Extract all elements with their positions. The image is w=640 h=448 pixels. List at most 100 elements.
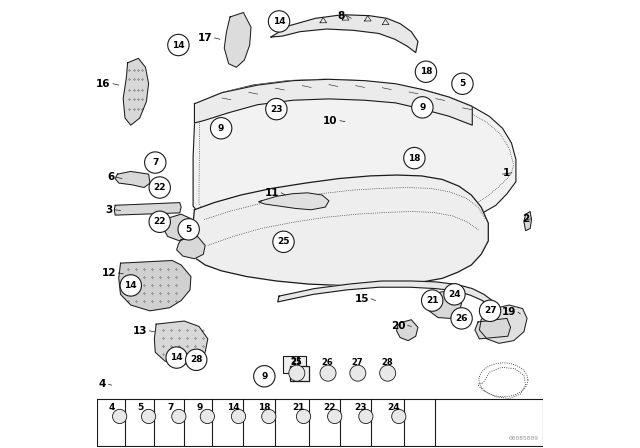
Polygon shape <box>475 319 511 339</box>
Text: 20: 20 <box>391 320 406 331</box>
Polygon shape <box>524 211 531 231</box>
Text: 15: 15 <box>355 294 369 304</box>
Text: 5: 5 <box>186 225 192 234</box>
Circle shape <box>350 365 366 381</box>
Text: 7: 7 <box>152 158 159 167</box>
Circle shape <box>232 409 246 424</box>
Circle shape <box>266 99 287 120</box>
Text: 9: 9 <box>218 124 225 133</box>
Text: 25: 25 <box>290 358 302 366</box>
Circle shape <box>273 231 294 253</box>
Text: 22: 22 <box>154 217 166 226</box>
Text: 14: 14 <box>124 281 137 290</box>
Text: 10: 10 <box>323 116 338 126</box>
Circle shape <box>211 117 232 139</box>
Polygon shape <box>224 13 251 67</box>
Text: 16: 16 <box>96 79 111 89</box>
Text: 8: 8 <box>337 11 344 21</box>
Text: 26: 26 <box>321 358 333 366</box>
Circle shape <box>149 177 170 198</box>
Polygon shape <box>397 320 418 340</box>
Circle shape <box>320 365 336 381</box>
Circle shape <box>268 11 290 32</box>
Text: 6: 6 <box>107 172 115 182</box>
Polygon shape <box>259 193 329 210</box>
Circle shape <box>253 366 275 387</box>
Text: 21: 21 <box>426 296 438 305</box>
Text: 5: 5 <box>138 402 144 412</box>
Text: 28: 28 <box>190 355 202 364</box>
Circle shape <box>120 275 141 296</box>
Circle shape <box>479 300 500 322</box>
Text: 1: 1 <box>502 168 509 178</box>
Text: 9: 9 <box>261 372 268 381</box>
Circle shape <box>168 34 189 56</box>
Polygon shape <box>195 79 472 125</box>
Text: 2: 2 <box>522 214 529 224</box>
Polygon shape <box>115 202 181 215</box>
Circle shape <box>145 152 166 173</box>
Circle shape <box>412 97 433 118</box>
Circle shape <box>422 290 443 311</box>
Text: 9: 9 <box>196 402 203 412</box>
Polygon shape <box>115 172 150 188</box>
Polygon shape <box>192 175 488 285</box>
Circle shape <box>451 308 472 329</box>
Circle shape <box>328 409 342 424</box>
Text: 24: 24 <box>388 402 400 412</box>
Circle shape <box>392 409 406 424</box>
Polygon shape <box>119 260 191 311</box>
Text: 00085009: 00085009 <box>508 436 538 441</box>
Polygon shape <box>163 214 193 241</box>
Circle shape <box>200 409 214 424</box>
Text: 14: 14 <box>273 17 285 26</box>
Circle shape <box>262 409 276 424</box>
Circle shape <box>172 409 186 424</box>
Polygon shape <box>193 79 516 241</box>
Text: 7: 7 <box>168 402 174 412</box>
FancyBboxPatch shape <box>290 366 309 381</box>
Polygon shape <box>154 321 208 366</box>
Polygon shape <box>177 237 205 259</box>
Polygon shape <box>278 281 496 310</box>
Circle shape <box>141 409 156 424</box>
Text: 25: 25 <box>277 237 290 246</box>
Text: 4: 4 <box>109 402 115 412</box>
Text: 21: 21 <box>291 357 302 366</box>
Polygon shape <box>479 305 527 343</box>
Text: 11: 11 <box>264 188 279 198</box>
Text: 18: 18 <box>420 67 432 76</box>
Circle shape <box>380 365 396 381</box>
Circle shape <box>113 409 127 424</box>
Circle shape <box>166 347 188 368</box>
Polygon shape <box>124 58 148 125</box>
Circle shape <box>149 211 170 233</box>
Text: 24: 24 <box>448 290 461 299</box>
Circle shape <box>186 349 207 370</box>
Text: 23: 23 <box>355 402 367 412</box>
Text: 17: 17 <box>198 33 212 43</box>
Polygon shape <box>426 292 461 319</box>
Text: 14: 14 <box>170 353 183 362</box>
Circle shape <box>289 365 305 381</box>
Circle shape <box>444 284 465 305</box>
Text: 5: 5 <box>460 79 465 88</box>
Circle shape <box>178 219 199 240</box>
Text: 3: 3 <box>106 205 113 215</box>
Circle shape <box>415 61 436 82</box>
Text: 12: 12 <box>102 268 116 278</box>
Text: 22: 22 <box>324 402 336 412</box>
Text: 18: 18 <box>408 154 420 163</box>
Text: 18: 18 <box>258 402 270 412</box>
FancyBboxPatch shape <box>283 356 306 373</box>
Text: 23: 23 <box>270 105 283 114</box>
Text: 4: 4 <box>99 379 106 389</box>
Polygon shape <box>271 15 418 52</box>
Circle shape <box>404 147 425 169</box>
Circle shape <box>296 409 310 424</box>
Text: 14: 14 <box>227 402 240 412</box>
Text: 27: 27 <box>484 306 497 315</box>
Text: 19: 19 <box>502 307 516 317</box>
Text: 27: 27 <box>351 358 363 366</box>
Text: 26: 26 <box>455 314 468 323</box>
